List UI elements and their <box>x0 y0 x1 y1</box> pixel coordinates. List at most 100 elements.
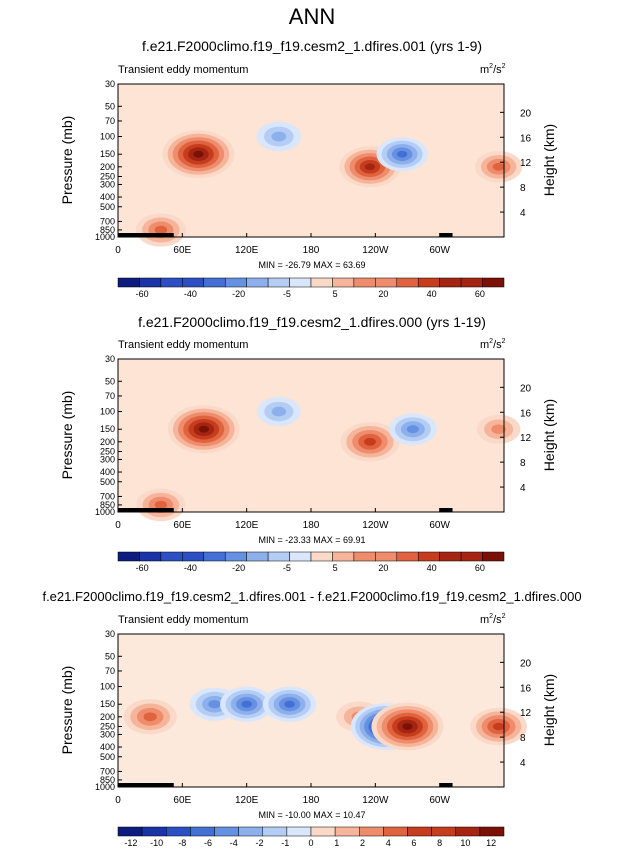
colorbar-label: 2 <box>360 838 365 848</box>
colorbar-label: 10 <box>460 838 470 848</box>
y-right-tick-label: 20 <box>520 108 532 119</box>
colorbar-swatch <box>310 826 336 837</box>
colorbar-swatch <box>224 551 247 562</box>
colorbar-swatch <box>117 277 140 288</box>
colorbar-label: 40 <box>427 289 437 299</box>
panel-3-y-ticks-right: 20 16 12 8 4 <box>500 658 532 769</box>
colorbar-label: -12 <box>124 838 137 848</box>
x-tick-label: 60W <box>429 795 450 806</box>
positive-contour <box>492 162 505 171</box>
y-tick-label: 70 <box>105 666 115 676</box>
y-tick-label: 50 <box>105 376 115 386</box>
colorbar-label: -60 <box>136 563 149 573</box>
panel-2-ylabel: Pressure (mb) <box>59 391 75 480</box>
panel-2-units: m2/s2 <box>480 338 506 351</box>
x-tick-label: 120W <box>362 795 389 806</box>
colorbar-label: 40 <box>427 563 437 573</box>
colorbar-swatch <box>482 551 505 562</box>
x-tick-label: 180 <box>303 520 320 531</box>
y-tick-label: 700 <box>100 491 115 501</box>
y-tick-label: 100 <box>100 132 115 142</box>
topography <box>118 783 157 787</box>
y-tick-label: 700 <box>100 216 115 226</box>
colorbar-label: 60 <box>475 289 485 299</box>
colorbar-swatch <box>460 277 483 288</box>
y-tick-label: 300 <box>100 454 115 464</box>
panel-2-ylabel-right: Height (km) <box>541 399 557 471</box>
y-tick-label: 200 <box>100 437 115 447</box>
colorbar-swatch <box>246 277 269 288</box>
colorbar-label: -2 <box>256 838 264 848</box>
colorbar-swatch <box>431 826 456 837</box>
colorbar-swatch <box>160 277 183 288</box>
colorbar-label: 8 <box>437 838 442 848</box>
negative-contour <box>241 700 252 708</box>
colorbar-label: 20 <box>378 289 388 299</box>
colorbar-label: -5 <box>283 289 291 299</box>
colorbar-label: 12 <box>486 838 496 848</box>
topography <box>439 508 453 512</box>
panel-3-x-ticks: 0 60E 120E 180 120W 60W <box>115 783 451 806</box>
colorbar-swatch <box>396 551 419 562</box>
y-right-tick-label: 20 <box>520 658 532 669</box>
colorbar-swatch <box>383 826 408 837</box>
panel-1-title: f.e21.F2000climo.f19_f19.cesm2_1.dfires.… <box>142 38 482 54</box>
panel-3-contours <box>118 686 527 787</box>
colorbar-swatch <box>479 826 505 837</box>
panel-3-subtitle: Transient eddy momentum <box>118 614 248 626</box>
colorbar-swatch <box>267 277 290 288</box>
y-tick-label: 250 <box>100 722 115 732</box>
positive-contour <box>154 225 168 235</box>
colorbar-swatch <box>139 277 162 288</box>
colorbar-swatch <box>334 826 360 837</box>
y-tick-label: 150 <box>100 424 115 434</box>
x-tick-label: 180 <box>303 245 320 256</box>
colorbar-swatch <box>182 277 205 288</box>
colorbar-swatch <box>224 277 247 288</box>
x-tick-label: 60E <box>173 795 191 806</box>
x-tick-label: 0 <box>115 795 121 806</box>
panel-2-contours <box>118 396 521 522</box>
colorbar-swatch <box>139 551 162 562</box>
panel-1-subtitle: Transient eddy momentum <box>118 64 248 76</box>
y-right-tick-label: 12 <box>520 708 532 719</box>
x-tick-label: 120W <box>362 245 389 256</box>
x-tick-label: 60W <box>429 520 450 531</box>
colorbar-label: 1 <box>334 838 339 848</box>
colorbar-label: 60 <box>475 563 485 573</box>
panel-2-minmax: MIN = -23.33 MAX = 69.91 <box>258 535 365 545</box>
panel-3-units: m2/s2 <box>480 613 506 626</box>
y-right-tick-label: 16 <box>520 683 532 694</box>
y-tick-label: 300 <box>100 729 115 739</box>
colorbar-swatch <box>286 826 312 837</box>
colorbar-swatch <box>117 551 140 562</box>
panel-2-x-ticks: 0 60E 120E 180 120W 60W <box>115 508 451 531</box>
colorbar-swatch <box>160 551 183 562</box>
topography <box>439 783 453 787</box>
colorbar-swatch <box>353 277 376 288</box>
x-tick-label: 180 <box>303 795 320 806</box>
colorbar-swatch <box>203 277 226 288</box>
y-tick-label: 100 <box>100 407 115 417</box>
panel-1: f.e21.F2000climo.f19_f19.cesm2_1.dfires.… <box>59 38 557 299</box>
topography <box>148 233 174 237</box>
colorbar-swatch <box>439 551 462 562</box>
y-tick-label: 200 <box>100 162 115 172</box>
colorbar-swatch <box>166 826 191 837</box>
x-tick-label: 120W <box>362 520 389 531</box>
colorbar-swatch <box>353 551 376 562</box>
y-tick-label: 1000 <box>95 232 115 242</box>
colorbar-label: -4 <box>230 838 238 848</box>
colorbar-label: 4 <box>386 838 391 848</box>
x-tick-label: 60E <box>173 520 191 531</box>
y-tick-label: 300 <box>100 179 115 189</box>
y-tick-label: 50 <box>105 651 115 661</box>
y-right-tick-label: 12 <box>520 158 532 169</box>
x-tick-label: 0 <box>115 245 121 256</box>
colorbar-swatch <box>267 551 290 562</box>
colorbar-swatch <box>359 826 384 837</box>
colorbar-swatch <box>214 826 239 837</box>
y-tick-label: 30 <box>105 79 115 89</box>
panel-3: f.e21.F2000climo.f19_f19.cesm2_1.dfires.… <box>42 589 581 848</box>
